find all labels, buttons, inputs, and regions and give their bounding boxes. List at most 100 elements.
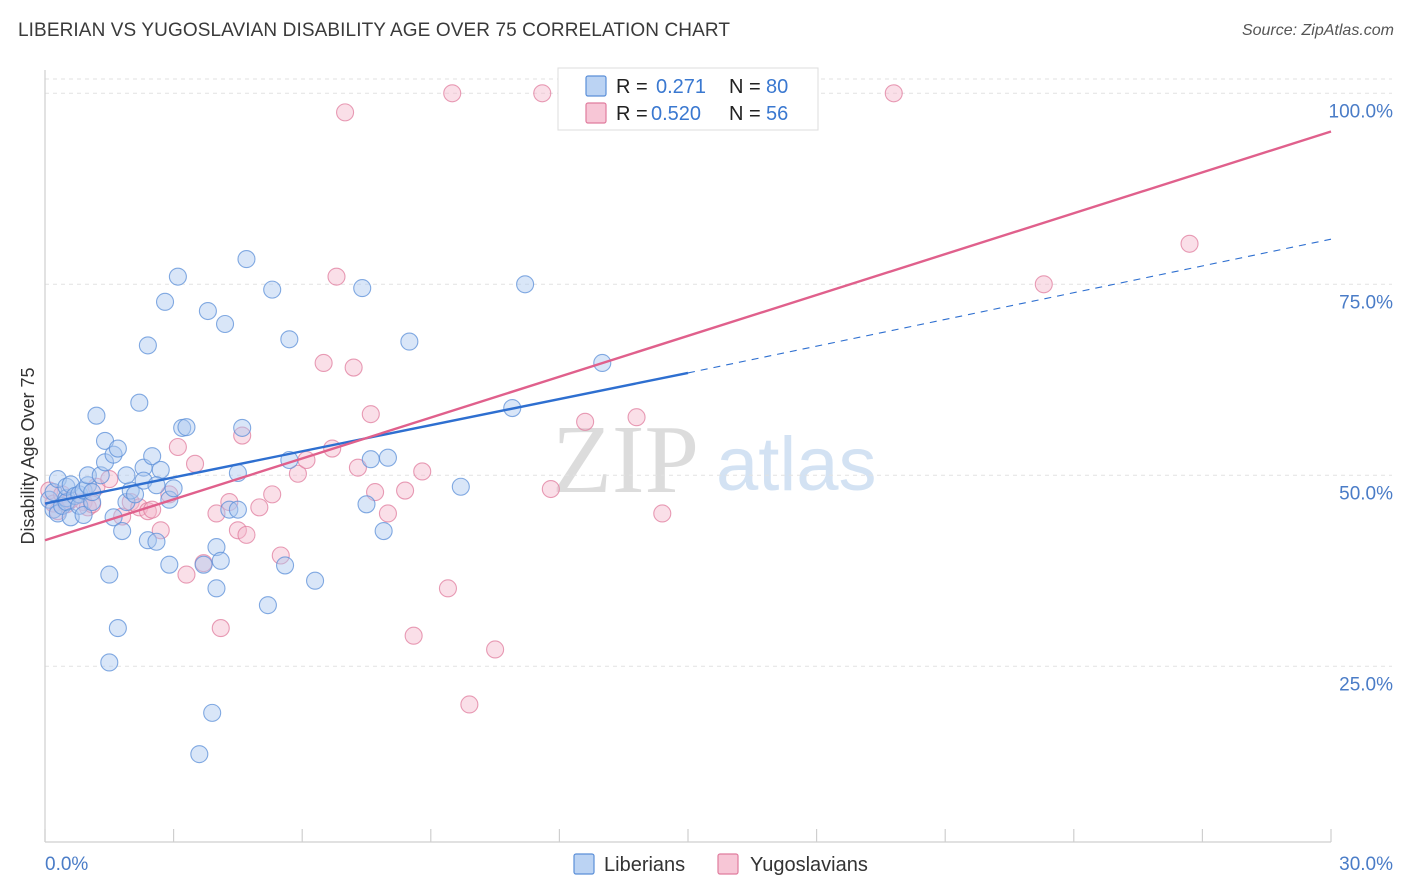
yugoslavians-legend-swatch [585, 102, 607, 124]
yugoslavian-point [250, 498, 269, 517]
legend-r-value-liberians: 0.271 [656, 76, 706, 98]
source-label: Source: ZipAtlas.com [1241, 22, 1394, 39]
yugoslavian-point [344, 358, 363, 377]
yugoslavian-point [533, 84, 552, 103]
liberian-point [177, 418, 196, 437]
x-tick-label-max: 30.0% [1339, 854, 1393, 875]
liberian-point [130, 393, 149, 412]
yugoslavian-point [314, 353, 333, 373]
liberian-point [168, 267, 187, 286]
liberian-point [263, 280, 282, 299]
liberian-point [117, 466, 136, 485]
liberian-point [357, 495, 376, 514]
liberian-point [228, 500, 247, 519]
liberian-point [378, 448, 397, 467]
watermark-atlas: atlas [716, 422, 877, 507]
liberian-point [237, 250, 256, 269]
liberian-point [361, 450, 380, 469]
liberian-point [207, 579, 226, 598]
yugoslavian-point [366, 483, 385, 502]
y-tick-labels: 25.0% 50.0% 75.0% 100.0% [1329, 101, 1394, 695]
yugoslavians-bottom-swatch [717, 853, 739, 875]
yugoslavian-point [336, 103, 355, 122]
liberian-point [451, 477, 470, 496]
yugoslavian-point [237, 525, 256, 544]
liberian-point [258, 596, 277, 615]
liberian-point [108, 619, 127, 638]
liberian-point [143, 447, 162, 466]
liberian-point [74, 505, 93, 525]
yugoslavian-point [653, 504, 672, 523]
liberians-points [40, 250, 612, 764]
yugoslavians-trendline [44, 130, 1332, 542]
liberian-point [78, 466, 97, 485]
liberian-point [138, 336, 157, 355]
bottom-legend: Liberians Yugoslavians [573, 853, 868, 876]
liberian-point [276, 556, 295, 575]
yugoslavian-point [233, 426, 252, 445]
yugoslavian-point [361, 405, 380, 424]
legend-yugoslavians-label: Yugoslavians [750, 854, 868, 876]
yugoslavian-point [185, 454, 205, 473]
y-tick-label: 100.0% [1329, 101, 1394, 122]
liberian-point [160, 555, 179, 574]
yugoslavian-point [327, 267, 346, 286]
liberian-point [516, 275, 535, 294]
yugoslavian-point [151, 521, 170, 540]
liberian-point [207, 538, 226, 557]
yugoslavian-point [211, 619, 230, 638]
yugoslavian-point [627, 408, 646, 427]
liberians-legend-swatch [585, 75, 607, 97]
x-tick-label-min: 0.0% [45, 854, 88, 875]
liberian-point [87, 406, 106, 425]
yugoslavian-point [271, 546, 290, 565]
liberian-point [215, 314, 235, 334]
legend-liberians-label: Liberians [604, 854, 685, 876]
yugoslavian-point [288, 464, 307, 483]
trendlines [44, 130, 1332, 542]
gridlines [45, 78, 1392, 667]
x-ticks [44, 829, 1332, 842]
legend-r-label-yugoslavians: R = [616, 103, 648, 125]
liberians-bottom-swatch [573, 853, 595, 875]
legend-n-label-liberians: N = [729, 76, 761, 98]
watermark-zip: ZIP [552, 406, 699, 514]
yugoslavian-point [1180, 234, 1199, 253]
yugoslavian-point [438, 579, 457, 598]
yugoslavian-point [413, 462, 432, 481]
yugoslavian-point [168, 437, 187, 457]
y-axis-title: Disability Age Over 75 [18, 367, 38, 544]
yugoslavian-point [541, 479, 560, 499]
y-tick-label: 25.0% [1339, 674, 1393, 695]
yugoslavian-point [348, 458, 367, 477]
legend-n-label-yugoslavians: N = [729, 103, 761, 125]
yugoslavian-point [177, 565, 196, 584]
yugoslavian-point [263, 485, 282, 504]
liberian-point [164, 479, 183, 498]
liberian-point [151, 460, 170, 479]
y-tick-label: 50.0% [1339, 483, 1393, 504]
liberian-point [155, 292, 175, 311]
yugoslavian-point [884, 84, 903, 103]
liberian-point [100, 653, 119, 672]
liberian-point [108, 439, 127, 458]
y-tick-label: 75.0% [1339, 292, 1393, 313]
yugoslavian-point [228, 521, 247, 540]
yugoslavian-point [576, 412, 595, 431]
liberian-point [190, 745, 209, 764]
liberian-point [194, 555, 213, 574]
liberian-point [233, 418, 252, 437]
yugoslavians-points [40, 84, 1199, 714]
legend-n-value-yugoslavians: 56 [766, 103, 788, 125]
yugoslavian-point [378, 504, 397, 523]
liberians-trendline-extension [687, 238, 1332, 374]
liberian-point [198, 301, 217, 321]
liberian-point [280, 330, 299, 349]
yugoslavian-point [100, 470, 119, 489]
yugoslavian-point [486, 640, 505, 659]
liberian-point [211, 551, 230, 570]
yugoslavian-point [404, 626, 423, 645]
liberian-point [374, 522, 393, 541]
top-legend: R = 0.271 N = 80 R = 0.520 N = 56 [557, 67, 819, 131]
